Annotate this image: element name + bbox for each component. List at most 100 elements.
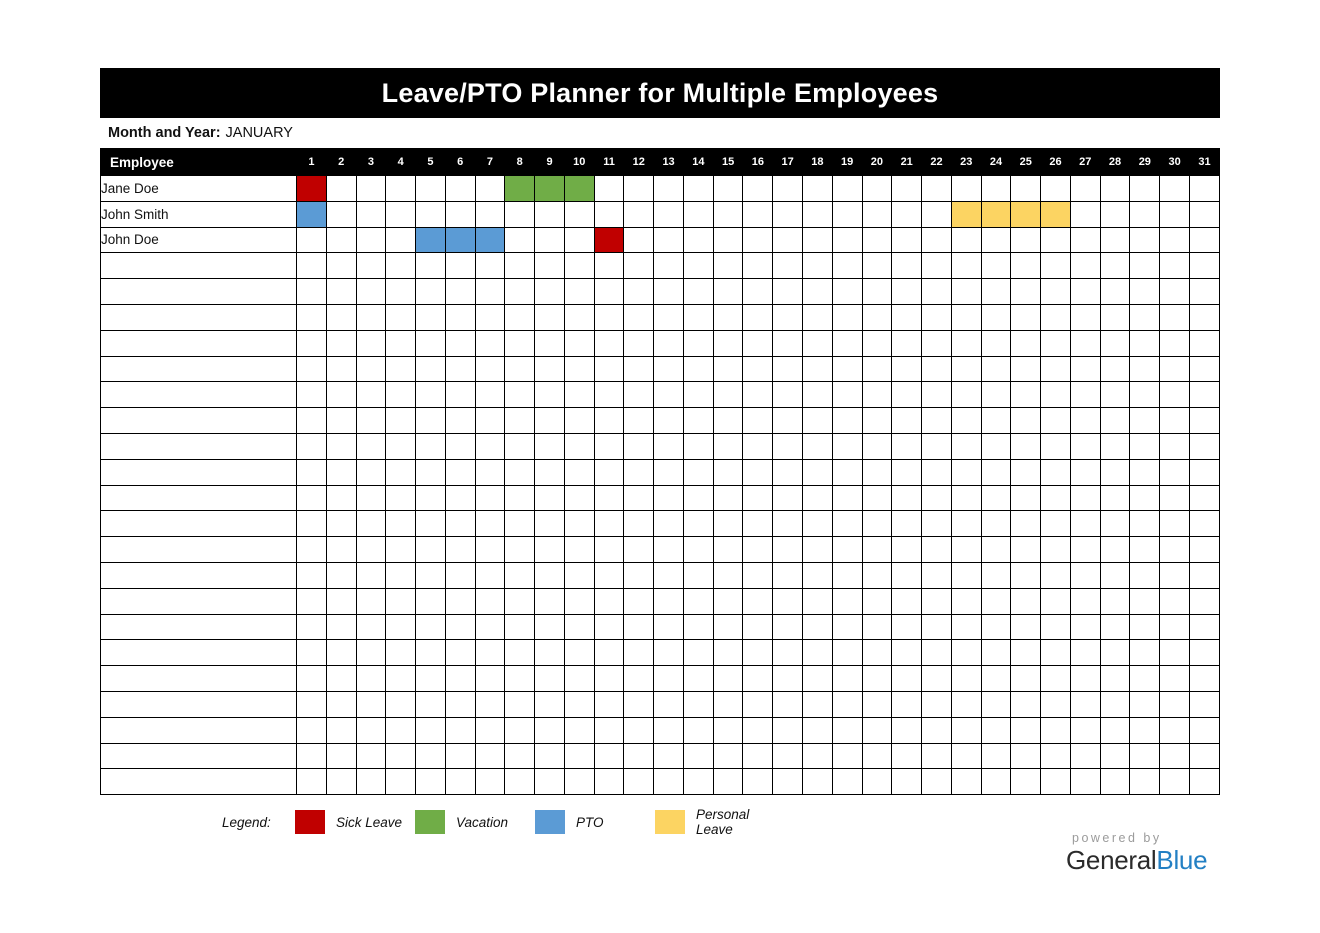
day-column-header: 4	[385, 148, 417, 176]
day-cell	[385, 742, 417, 770]
day-cell	[1159, 536, 1190, 563]
employee-name-cell	[100, 484, 297, 512]
day-cell	[563, 355, 595, 383]
day-cell	[355, 458, 387, 486]
day-cell	[623, 252, 655, 280]
day-column-header: 7	[474, 148, 506, 176]
day-cell	[653, 665, 684, 692]
day-cell	[772, 407, 804, 434]
day-cell	[385, 613, 417, 641]
day-cell	[415, 407, 446, 434]
day-cell	[831, 561, 863, 589]
day-cell	[593, 355, 625, 383]
employee-name-cell	[100, 510, 297, 538]
day-cell	[950, 381, 982, 409]
table-row: John Smith	[100, 200, 1221, 228]
day-cell	[682, 768, 714, 796]
day-column-header: 1	[296, 148, 327, 176]
day-cell	[1099, 613, 1131, 641]
day-cell	[682, 303, 714, 331]
day-cell	[534, 665, 565, 692]
day-cell	[1099, 716, 1131, 744]
day-cell	[802, 690, 833, 718]
leave-cell-personal	[1040, 200, 1071, 228]
day-cell	[1069, 226, 1101, 254]
day-cell	[444, 303, 476, 331]
day-cell	[1040, 329, 1071, 357]
day-cell	[831, 381, 863, 409]
day-cell	[831, 613, 863, 641]
day-cell	[355, 561, 387, 589]
table-row	[100, 587, 1221, 615]
day-column-header: 19	[831, 148, 863, 176]
day-cell	[623, 432, 655, 460]
day-cell	[980, 175, 1012, 202]
day-cell	[1129, 278, 1161, 305]
day-cell	[385, 355, 417, 383]
day-cell	[861, 355, 893, 383]
day-cell	[593, 665, 625, 692]
day-cell	[504, 278, 536, 305]
day-cell	[802, 252, 833, 280]
day-cell	[831, 175, 863, 202]
day-cell	[325, 329, 357, 357]
day-cell	[1069, 613, 1101, 641]
day-cell	[742, 536, 774, 563]
day-cell	[980, 510, 1012, 538]
day-cell	[563, 458, 595, 486]
table-row	[100, 329, 1221, 357]
day-cell	[802, 200, 833, 228]
day-cell	[1188, 175, 1221, 202]
day-cell	[831, 458, 863, 486]
day-cell	[1010, 329, 1042, 357]
day-cell	[1010, 381, 1042, 409]
leave-cell-sick	[296, 175, 327, 202]
personal-leave-swatch	[655, 810, 685, 835]
day-cell	[1010, 432, 1042, 460]
day-cell	[653, 484, 684, 512]
table-row	[100, 690, 1221, 718]
day-cell	[444, 665, 476, 692]
day-cell	[802, 536, 833, 563]
day-cell	[1099, 303, 1131, 331]
employee-name-cell	[100, 742, 297, 770]
day-cell	[861, 690, 893, 718]
day-cell	[831, 484, 863, 512]
day-cell	[772, 458, 804, 486]
day-cell	[1188, 768, 1221, 796]
day-cell	[355, 226, 387, 254]
day-cell	[1069, 175, 1101, 202]
day-cell	[1129, 768, 1161, 796]
day-cell	[1159, 639, 1190, 667]
table-row	[100, 484, 1221, 512]
day-cell	[325, 665, 357, 692]
table-row	[100, 407, 1221, 434]
day-cell	[563, 484, 595, 512]
day-cell	[325, 381, 357, 409]
day-cell	[415, 303, 446, 331]
day-cell	[563, 303, 595, 331]
day-cell	[444, 536, 476, 563]
day-cell	[1099, 175, 1131, 202]
day-cell	[980, 639, 1012, 667]
table-row: John Doe	[100, 226, 1221, 254]
day-cell	[861, 252, 893, 280]
day-cell	[563, 665, 595, 692]
day-cell	[534, 768, 565, 796]
day-cell	[325, 303, 357, 331]
day-cell	[415, 613, 446, 641]
day-cell	[653, 278, 684, 305]
day-cell	[534, 613, 565, 641]
day-cell	[474, 690, 506, 718]
day-cell	[921, 303, 952, 331]
day-cell	[980, 303, 1012, 331]
day-cell	[563, 510, 595, 538]
day-cell	[712, 200, 744, 228]
day-cell	[534, 536, 565, 563]
day-cell	[1129, 226, 1161, 254]
day-cell	[504, 226, 536, 254]
day-cell	[802, 381, 833, 409]
day-cell	[385, 665, 417, 692]
day-column-header: 5	[415, 148, 446, 176]
day-cell	[504, 665, 536, 692]
